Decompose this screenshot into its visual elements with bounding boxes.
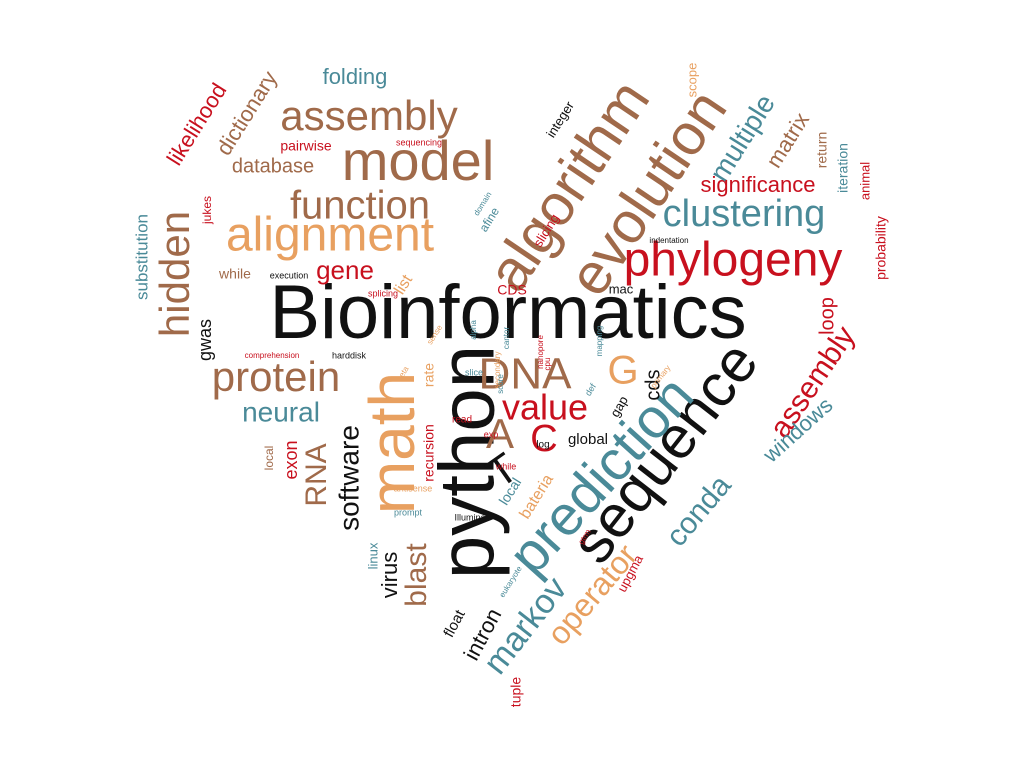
- word-float: float: [440, 607, 469, 641]
- word-while-mid: while: [495, 461, 517, 471]
- word-global: global: [568, 431, 608, 448]
- word-secondary: secondary: [493, 352, 502, 389]
- word-significance: significance: [701, 172, 816, 197]
- word-clustering: clustering: [663, 193, 826, 235]
- word-probability: probability: [873, 216, 889, 280]
- word-protein: protein: [212, 353, 340, 400]
- word-blast: blast: [400, 543, 433, 607]
- word-splicing: splicing: [368, 288, 398, 298]
- word-database: database: [232, 155, 314, 177]
- word-rate: rate: [421, 363, 437, 387]
- word-exp: exp: [484, 429, 499, 439]
- word-math: math: [356, 372, 428, 514]
- word-prompt: prompt: [394, 507, 423, 517]
- word-harddisk: harddisk: [332, 350, 367, 360]
- word-pairwise: pairwise: [280, 138, 332, 154]
- word-g: G: [607, 349, 638, 393]
- word-while-left: while: [218, 266, 251, 282]
- word-c: C: [530, 418, 557, 460]
- word-assembly-top: assembly: [280, 92, 457, 139]
- word-mapping: mapping: [595, 326, 604, 357]
- word-tuple: tuple: [508, 677, 524, 708]
- word-gene: gene: [316, 255, 374, 285]
- word-model: model: [342, 129, 495, 192]
- word-bioinformatics: Bioinformatics: [269, 270, 746, 355]
- word-local-left: local: [262, 446, 276, 471]
- word-return: return: [814, 132, 830, 169]
- word-log: log: [536, 440, 549, 451]
- word-a: A: [486, 410, 514, 457]
- word-read: read: [452, 415, 472, 426]
- word-dna: DNA: [479, 350, 573, 399]
- word-slice: slice: [465, 367, 483, 377]
- word-neural: neural: [242, 396, 320, 427]
- word-substitution: substitution: [132, 214, 151, 300]
- word-alignment: alignment: [226, 209, 434, 262]
- word-hidden: hidden: [151, 211, 198, 337]
- word-comprehension: comprehension: [245, 351, 300, 360]
- word-jukes: jukes: [200, 196, 214, 225]
- word-scope: scope: [684, 63, 699, 98]
- word-function: function: [290, 184, 430, 228]
- word-folding: folding: [323, 64, 388, 89]
- word-likelihood: likelihood: [162, 79, 232, 170]
- word-mac: mac: [609, 281, 634, 296]
- word-animal: animal: [857, 162, 872, 200]
- word-phylogeny: phylogeny: [624, 234, 843, 287]
- word-virus: virus: [377, 552, 402, 598]
- word-iteration: iteration: [835, 143, 851, 193]
- word-score: score: [496, 374, 505, 394]
- word-cpu: cpu: [543, 358, 552, 371]
- word-recursion: recursion: [421, 424, 437, 482]
- word-software: software: [333, 425, 364, 531]
- word-illumina: Illumina: [454, 512, 485, 522]
- word-cds-lower: cds: [642, 369, 664, 400]
- word-alpha: alpha: [469, 320, 478, 340]
- word-linux: linux: [365, 542, 380, 569]
- word-sequencing: sequencing: [396, 137, 442, 147]
- word-indentation: indentation: [649, 236, 688, 245]
- word-rna: RNA: [300, 443, 333, 506]
- word-exon: exon: [281, 440, 301, 479]
- word-loop: loop: [816, 297, 838, 335]
- word-value: value: [502, 387, 588, 428]
- word-cds-upper: CDS: [497, 282, 527, 298]
- word-antisense: antisense: [394, 483, 433, 493]
- word-python: python: [423, 345, 511, 579]
- word-nanopore: nanopore: [536, 335, 545, 369]
- word-gwas: gwas: [195, 319, 215, 361]
- word-dictionary: dictionary: [211, 67, 282, 160]
- word-execution: execution: [270, 270, 309, 280]
- word-cantor: cantor: [502, 327, 511, 350]
